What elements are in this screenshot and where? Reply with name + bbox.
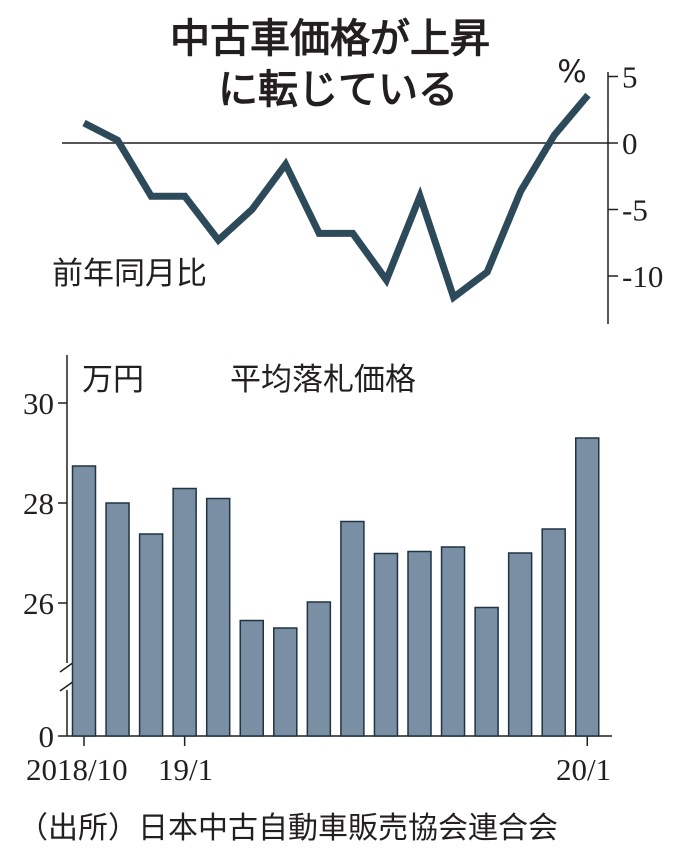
bar-y-tick-label: 0 — [39, 719, 55, 754]
axis-break-mark — [59, 661, 75, 673]
chart-title: 中古車価格が上昇 に転じている — [170, 16, 490, 113]
axis-break-mark — [59, 680, 75, 692]
line-unit-label: % — [557, 54, 586, 90]
line-series-path — [82, 92, 591, 304]
bar — [407, 550, 432, 737]
bar — [239, 619, 264, 737]
line-y-tick-label: 5 — [622, 60, 638, 95]
line-chart: % 前年同月比 5 0 -5 -10 — [52, 54, 663, 324]
bar-y-tick-label: 30 — [23, 386, 54, 421]
line-y-tick-label: 0 — [622, 126, 638, 161]
bar — [575, 437, 600, 737]
bar — [71, 465, 97, 737]
bar — [507, 552, 533, 737]
bar — [340, 520, 365, 737]
bar — [541, 528, 566, 737]
bar — [440, 546, 466, 737]
bar-x-tick-label: 19/1 — [158, 752, 213, 787]
bar — [373, 552, 399, 737]
bar — [172, 487, 197, 737]
bar-unit-label: 万円 — [82, 362, 144, 398]
bar — [474, 606, 499, 737]
line-y-tick-label: -10 — [622, 259, 663, 294]
bar-series — [71, 437, 600, 737]
title-line-1: 中古車価格が上昇 — [170, 16, 490, 62]
bar — [138, 533, 164, 737]
bar — [273, 627, 298, 737]
bar — [205, 497, 231, 737]
line-series — [82, 92, 591, 304]
bar-x-tick-label: 2018/10 — [26, 752, 128, 787]
source-note: （出所）日本中古自動車販売協会連合会 — [18, 811, 558, 846]
bar — [306, 601, 332, 737]
bar-x-tick-label: 20/1 — [556, 752, 611, 787]
line-ylabel: 前年同月比 — [52, 256, 207, 292]
line-axes: 5 0 -5 -10 — [62, 60, 663, 324]
bar — [105, 502, 130, 737]
bar-series-label: 平均落札価格 — [230, 362, 416, 398]
bar-y-tick-label: 26 — [23, 586, 54, 621]
bar-y-tick-label: 28 — [23, 486, 54, 521]
line-y-tick-label: -5 — [622, 193, 648, 228]
title-line-2: に転じている — [218, 67, 458, 113]
